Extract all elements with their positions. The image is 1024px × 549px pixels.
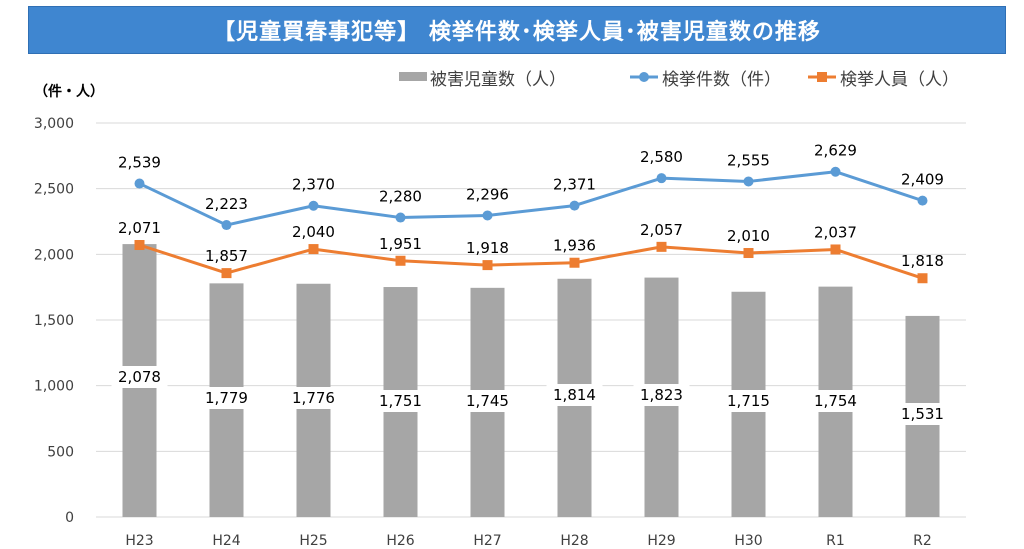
bar-label-bg bbox=[372, 390, 429, 412]
line-marker-circle bbox=[134, 178, 145, 189]
line-marker-circle bbox=[221, 220, 232, 231]
cases-data-label: 2,223 bbox=[205, 195, 248, 213]
y-tick-label: 2,000 bbox=[34, 247, 74, 263]
persons-data-label: 2,037 bbox=[814, 223, 857, 241]
y-tick-label: 1,000 bbox=[34, 379, 74, 395]
x-tick-label: H27 bbox=[473, 533, 501, 549]
bar-label-bg bbox=[894, 403, 951, 425]
x-tick-label: H28 bbox=[560, 533, 588, 549]
line-marker-circle bbox=[308, 200, 319, 211]
line-marker-circle bbox=[395, 212, 406, 223]
line-marker-square bbox=[134, 240, 145, 251]
legend-persons-label: 検挙人員（人） bbox=[840, 70, 959, 90]
x-tick-label: H29 bbox=[647, 533, 675, 549]
line-marker-square bbox=[308, 244, 319, 255]
y-tick-label: 500 bbox=[47, 444, 74, 460]
bar-data-label: 1,531 bbox=[901, 405, 944, 423]
bar-data-label: 1,776 bbox=[292, 389, 335, 407]
bar-data-label: 1,779 bbox=[205, 389, 248, 407]
line-marker-circle bbox=[569, 200, 580, 211]
line-marker-circle bbox=[917, 195, 928, 206]
cases-data-label: 2,280 bbox=[379, 188, 422, 206]
bar-data-label: 1,745 bbox=[466, 392, 509, 410]
line-marker-square bbox=[395, 255, 406, 266]
line-marker-square bbox=[830, 244, 841, 255]
x-tick-label: H24 bbox=[212, 533, 240, 549]
bar-label-bg bbox=[459, 390, 516, 412]
cases-data-label: 2,580 bbox=[640, 148, 683, 166]
line-marker-circle bbox=[656, 173, 667, 184]
persons-data-label: 1,951 bbox=[379, 235, 422, 253]
y-axis-unit-label: （件・人） bbox=[34, 83, 104, 100]
bar-label-bg bbox=[807, 390, 864, 412]
legend-cases-label: 検挙件数（件） bbox=[662, 70, 781, 90]
persons-data-label: 2,040 bbox=[292, 223, 335, 241]
line-marker-circle bbox=[482, 210, 493, 221]
bar-data-label: 1,823 bbox=[640, 386, 683, 404]
line-marker-circle bbox=[743, 176, 754, 187]
line-marker-square bbox=[482, 260, 493, 271]
bar-data-label: 1,754 bbox=[814, 392, 857, 410]
persons-data-label: 1,818 bbox=[901, 252, 944, 270]
legend-bar-label: 被害児童数（人） bbox=[430, 70, 566, 90]
cases-data-label: 2,371 bbox=[553, 176, 596, 194]
cases-line bbox=[138, 170, 923, 227]
legend-bar-swatch bbox=[399, 72, 427, 81]
y-tick-label: 3,000 bbox=[34, 116, 74, 132]
bar-label-bg bbox=[111, 366, 168, 388]
legend-persons-marker bbox=[817, 72, 827, 82]
bar-label-bg bbox=[633, 384, 690, 406]
persons-data-label: 2,057 bbox=[640, 221, 683, 239]
line-marker-circle bbox=[830, 166, 841, 177]
bar-label-bg bbox=[198, 387, 255, 409]
bar-label-bg bbox=[285, 387, 342, 409]
persons-data-label: 2,010 bbox=[727, 227, 770, 245]
line-marker-square bbox=[743, 248, 754, 259]
persons-data-label: 1,918 bbox=[466, 239, 509, 257]
y-tick-label: 2,500 bbox=[34, 182, 74, 198]
x-tick-label: H26 bbox=[386, 533, 414, 549]
x-tick-label: R2 bbox=[913, 533, 932, 549]
line-marker-square bbox=[917, 273, 928, 284]
cases-data-label: 2,539 bbox=[118, 154, 161, 172]
bar-data-label: 1,751 bbox=[379, 392, 422, 410]
bar-label-bg bbox=[720, 390, 777, 412]
y-tick-label: 1,500 bbox=[34, 313, 74, 329]
bar-data-label: 1,814 bbox=[553, 386, 596, 404]
x-tick-label: H30 bbox=[734, 533, 762, 549]
title-banner: 【児童買春事犯等】 検挙件数･検挙人員･被害児童数の推移 bbox=[28, 6, 1006, 54]
line-marker-square bbox=[221, 268, 232, 279]
chart-title: 【児童買春事犯等】 検挙件数･検挙人員･被害児童数の推移 bbox=[213, 20, 821, 45]
legend-cases-marker bbox=[639, 72, 649, 82]
cases-data-label: 2,629 bbox=[814, 142, 857, 160]
bar-label-bg bbox=[546, 384, 603, 406]
persons-data-label: 1,857 bbox=[205, 247, 248, 265]
line-marker-square bbox=[569, 257, 580, 268]
bar-data-label: 1,715 bbox=[727, 392, 770, 410]
y-tick-label: 0 bbox=[65, 510, 74, 526]
bar-data-label: 2,078 bbox=[118, 368, 161, 386]
cases-data-label: 2,296 bbox=[466, 185, 509, 203]
persons-data-label: 2,071 bbox=[118, 219, 161, 237]
x-tick-label: H25 bbox=[299, 533, 327, 549]
persons-line bbox=[139, 243, 923, 280]
x-tick-label: H23 bbox=[125, 533, 153, 549]
x-tick-label: R1 bbox=[826, 533, 845, 549]
cases-data-label: 2,370 bbox=[292, 176, 335, 194]
persons-data-label: 1,936 bbox=[553, 237, 596, 255]
line-marker-square bbox=[656, 241, 667, 252]
cases-data-label: 2,555 bbox=[727, 151, 770, 169]
cases-data-label: 2,409 bbox=[901, 171, 944, 189]
